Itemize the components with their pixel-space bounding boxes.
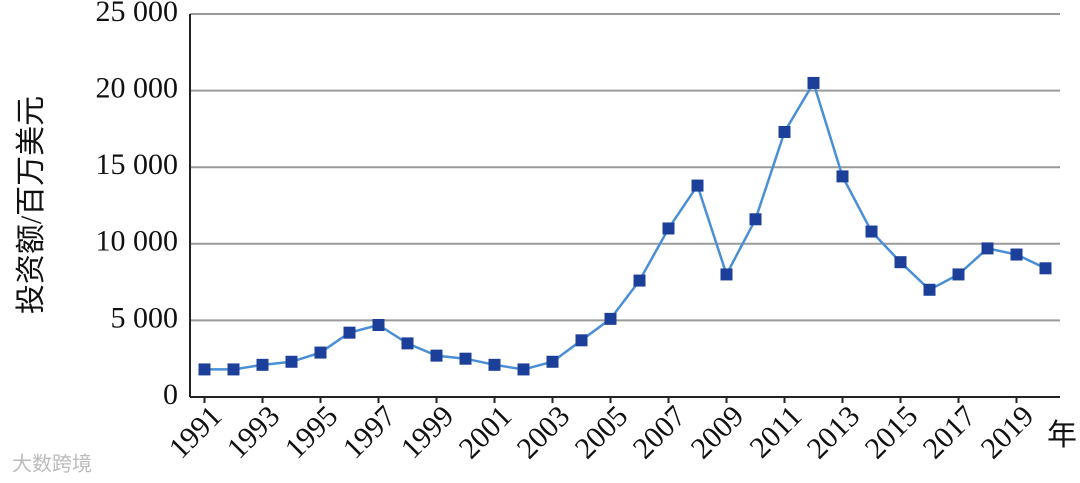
y-tick-label: 5 000 <box>111 301 179 334</box>
y-tick-label: 10 000 <box>96 225 179 258</box>
marker <box>575 334 588 347</box>
x-tick-label: 2005 <box>569 399 635 465</box>
x-tick-label: 2003 <box>511 399 577 465</box>
x-tick-label: 1993 <box>221 399 287 465</box>
x-tick-label: 2007 <box>627 399 693 465</box>
marker <box>372 318 385 331</box>
marker <box>227 363 240 376</box>
y-axis-label: 投资额/百万美元 <box>15 96 48 314</box>
marker <box>401 337 414 350</box>
marker <box>662 222 675 235</box>
marker <box>488 358 501 371</box>
x-tick-label: 2019 <box>975 399 1041 465</box>
marker <box>1039 262 1052 275</box>
marker <box>691 179 704 192</box>
x-tick-label: 2013 <box>801 399 867 465</box>
series-line <box>204 79 1047 371</box>
marker <box>778 125 791 138</box>
marker <box>952 268 965 281</box>
x-tick-label: 2011 <box>743 399 808 464</box>
marker <box>459 352 472 365</box>
y-tick-label: 0 <box>163 378 178 411</box>
y-tick-label: 15 000 <box>96 148 179 181</box>
marker <box>517 363 530 376</box>
x-tick-label: 1997 <box>337 399 403 465</box>
marker <box>749 213 762 226</box>
marker <box>894 256 907 269</box>
marker <box>633 274 646 287</box>
marker <box>430 349 443 362</box>
marker <box>865 225 878 238</box>
x-tick-label: 2009 <box>685 399 751 465</box>
marker <box>198 363 211 376</box>
x-tick-label: 2017 <box>917 399 983 465</box>
marker <box>720 268 733 281</box>
marker <box>923 283 936 296</box>
x-tick-label: 2001 <box>453 399 519 465</box>
marker <box>1010 248 1023 261</box>
marker <box>981 242 994 255</box>
marker <box>343 326 356 339</box>
marker <box>314 346 327 359</box>
x-axis-label: 年 <box>1047 419 1077 452</box>
marker <box>546 355 559 368</box>
y-tick-label: 25 000 <box>96 0 179 28</box>
x-tick-label: 1999 <box>395 399 461 465</box>
y-tick-label: 20 000 <box>96 71 179 104</box>
marker <box>604 312 617 325</box>
marker <box>807 76 820 89</box>
watermark: 大数跨境 <box>12 452 92 476</box>
marker <box>256 358 269 371</box>
marker <box>285 355 298 368</box>
x-tick-label: 1995 <box>279 399 345 465</box>
x-tick-label: 2015 <box>859 399 925 465</box>
marker <box>836 170 849 183</box>
